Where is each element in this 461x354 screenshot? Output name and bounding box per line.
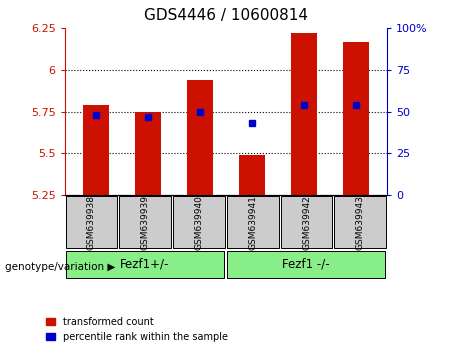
Text: GSM639941: GSM639941	[248, 195, 257, 250]
Title: GDS4446 / 10600814: GDS4446 / 10600814	[144, 8, 308, 23]
Text: GSM639938: GSM639938	[87, 195, 96, 250]
Text: genotype/variation ▶: genotype/variation ▶	[5, 262, 115, 272]
FancyBboxPatch shape	[65, 251, 224, 278]
Text: GSM639939: GSM639939	[141, 195, 150, 250]
Text: GSM639940: GSM639940	[195, 195, 203, 250]
Text: GSM639942: GSM639942	[302, 195, 311, 250]
FancyBboxPatch shape	[227, 196, 278, 249]
FancyBboxPatch shape	[335, 196, 386, 249]
FancyBboxPatch shape	[173, 196, 225, 249]
Bar	[83, 105, 109, 195]
Bar	[187, 80, 213, 195]
Bar	[135, 112, 161, 195]
Legend: transformed count, percentile rank within the sample: transformed count, percentile rank withi…	[42, 313, 232, 346]
FancyBboxPatch shape	[119, 196, 171, 249]
FancyBboxPatch shape	[227, 251, 385, 278]
Text: Fezf1 -/-: Fezf1 -/-	[282, 257, 330, 270]
Text: GSM639943: GSM639943	[356, 195, 365, 250]
Bar	[343, 42, 369, 195]
FancyBboxPatch shape	[281, 196, 332, 249]
Bar	[239, 155, 265, 195]
FancyBboxPatch shape	[65, 196, 117, 249]
Text: Fezf1+/-: Fezf1+/-	[120, 257, 169, 270]
Bar	[291, 33, 317, 195]
